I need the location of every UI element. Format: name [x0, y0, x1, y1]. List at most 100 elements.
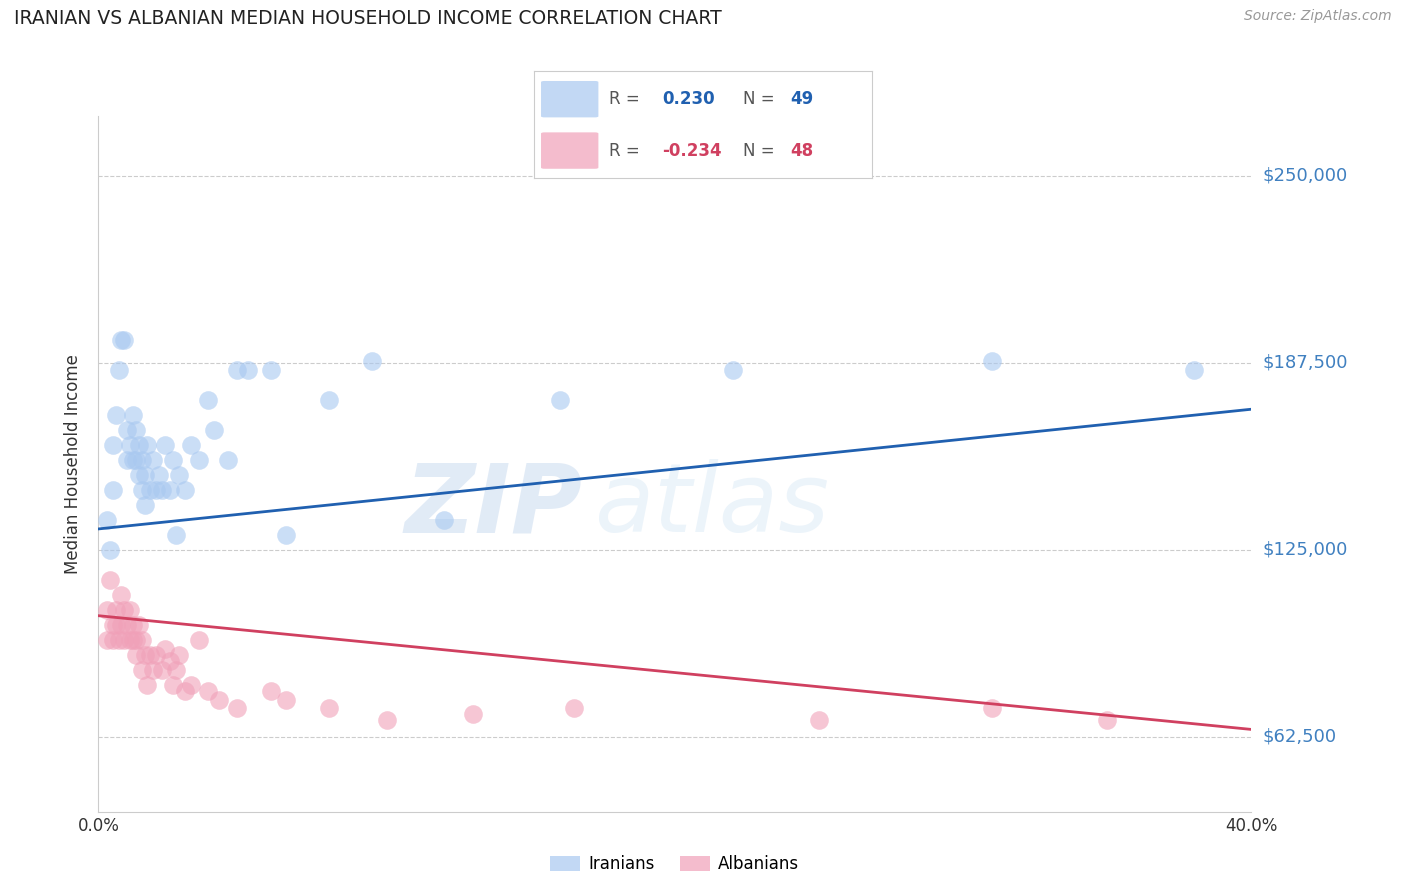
Point — [375, 714, 398, 728]
FancyBboxPatch shape — [541, 81, 599, 118]
Point — [162, 677, 184, 691]
Point — [153, 641, 176, 656]
Text: N =: N = — [744, 90, 775, 108]
Point — [318, 701, 340, 715]
Point — [139, 648, 162, 662]
Y-axis label: Median Household Income: Median Household Income — [65, 354, 83, 574]
Point — [117, 453, 138, 467]
Point — [110, 588, 132, 602]
Text: $62,500: $62,500 — [1263, 728, 1337, 746]
Point — [107, 632, 129, 647]
Point — [101, 438, 124, 452]
Point — [134, 468, 156, 483]
Point — [208, 692, 231, 706]
Text: 0.230: 0.230 — [662, 90, 716, 108]
Point — [125, 453, 148, 467]
Point — [188, 632, 211, 647]
Text: $250,000: $250,000 — [1263, 167, 1348, 185]
Point — [145, 483, 167, 497]
Point — [96, 603, 118, 617]
Point — [125, 423, 148, 437]
Point — [112, 603, 135, 617]
Point — [197, 683, 219, 698]
Point — [260, 683, 283, 698]
Point — [104, 617, 127, 632]
Point — [202, 423, 225, 437]
Point — [361, 354, 384, 368]
Text: R =: R = — [609, 90, 640, 108]
Text: -0.234: -0.234 — [662, 142, 723, 160]
Point — [110, 334, 132, 348]
Legend: Iranians, Albanians: Iranians, Albanians — [544, 848, 806, 880]
Point — [112, 632, 135, 647]
Point — [136, 438, 159, 452]
Point — [274, 692, 297, 706]
Text: N =: N = — [744, 142, 775, 160]
Point — [101, 483, 124, 497]
Point — [180, 438, 202, 452]
Point — [150, 663, 173, 677]
Point — [142, 663, 165, 677]
Point — [134, 498, 156, 512]
Point — [104, 408, 127, 422]
Point — [1097, 714, 1119, 728]
Point — [148, 468, 170, 483]
Point — [134, 648, 156, 662]
Point — [433, 513, 456, 527]
Point — [174, 483, 197, 497]
Point — [107, 363, 129, 377]
Point — [807, 714, 830, 728]
Point — [318, 393, 340, 408]
Point — [131, 663, 153, 677]
Point — [117, 617, 138, 632]
Point — [101, 632, 124, 647]
Text: ZIP: ZIP — [405, 459, 582, 552]
Point — [117, 423, 138, 437]
Point — [217, 453, 239, 467]
Point — [101, 617, 124, 632]
Point — [174, 683, 197, 698]
Point — [122, 453, 145, 467]
Text: 49: 49 — [790, 90, 814, 108]
Point — [125, 648, 148, 662]
Point — [159, 654, 181, 668]
Text: R =: R = — [609, 142, 640, 160]
Point — [96, 632, 118, 647]
Point — [180, 677, 202, 691]
Point — [145, 648, 167, 662]
FancyBboxPatch shape — [541, 132, 599, 169]
Point — [188, 453, 211, 467]
Point — [167, 648, 190, 662]
Point — [981, 701, 1004, 715]
Point — [548, 393, 571, 408]
Point — [981, 354, 1004, 368]
Text: atlas: atlas — [595, 459, 830, 552]
Point — [461, 707, 484, 722]
Point — [120, 603, 142, 617]
Point — [131, 632, 153, 647]
Point — [721, 363, 744, 377]
Point — [131, 483, 153, 497]
Point — [562, 701, 585, 715]
Point — [122, 408, 145, 422]
Point — [165, 528, 187, 542]
Point — [122, 632, 145, 647]
Point — [153, 438, 176, 452]
Point — [112, 334, 135, 348]
Point — [104, 603, 127, 617]
Point — [98, 542, 121, 557]
Point — [139, 483, 162, 497]
Point — [98, 573, 121, 587]
Text: 48: 48 — [790, 142, 814, 160]
Point — [96, 513, 118, 527]
Point — [125, 632, 148, 647]
Point — [110, 617, 132, 632]
Point — [128, 438, 150, 452]
Point — [238, 363, 260, 377]
Text: $187,500: $187,500 — [1263, 354, 1348, 372]
Point — [1182, 363, 1205, 377]
Point — [167, 468, 190, 483]
Point — [136, 677, 159, 691]
Point — [131, 453, 153, 467]
Point — [225, 701, 247, 715]
